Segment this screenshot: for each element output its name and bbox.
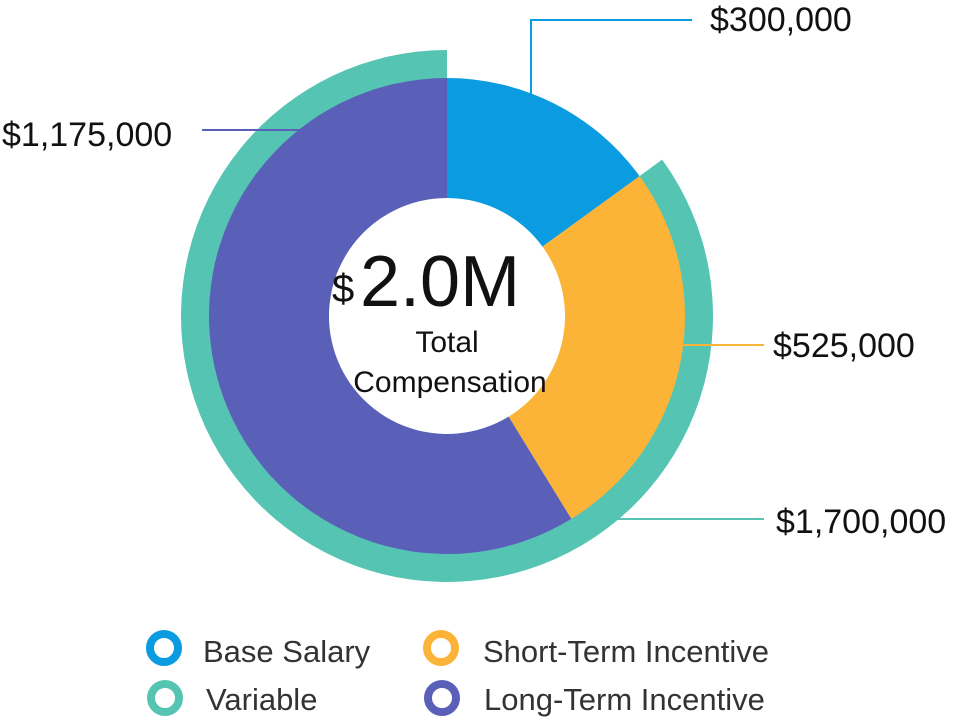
center-total: $ 2.0M Total Compensation — [332, 242, 547, 399]
legend-item-variable: Variable — [147, 680, 317, 717]
short-term-incentive-value-label: $525,000 — [773, 327, 915, 365]
legend-marker-icon — [423, 630, 459, 666]
legend-item-long-term-incentive: Long-Term Incentive — [424, 680, 765, 717]
leader-lines — [202, 19, 764, 520]
legend-label: Short-Term Incentive — [483, 634, 769, 669]
legend-marker-icon — [146, 630, 182, 666]
base-salary-leader-line — [530, 19, 692, 108]
center-total-value: 2.0M — [360, 242, 520, 322]
center-caption-line1: Total — [415, 326, 478, 359]
center-currency-prefix: $ — [332, 267, 354, 311]
long-term-incentive-value-label: $1,175,000 — [2, 116, 172, 154]
inner-ring — [208, 78, 686, 554]
legend-label: Variable — [206, 682, 317, 717]
legend-marker-icon — [147, 680, 183, 716]
legend-item-short-term-incentive: Short-Term Incentive — [423, 630, 769, 669]
long-term-incentive-slice — [208, 78, 572, 554]
variable-value-label: $1,700,000 — [776, 503, 946, 541]
legend-item-base-salary: Base Salary — [146, 630, 371, 669]
legend-label: Base Salary — [203, 634, 371, 669]
base-salary-slice — [447, 78, 640, 247]
base-salary-value-label: $300,000 — [710, 1, 852, 39]
legend-label: Long-Term Incentive — [484, 682, 765, 717]
legend: Base Salary Short-Term Incentive Variabl… — [146, 630, 769, 717]
legend-marker-icon — [424, 680, 460, 716]
center-caption-line2: Compensation — [353, 366, 546, 399]
short-term-incentive-slice — [508, 176, 686, 519]
